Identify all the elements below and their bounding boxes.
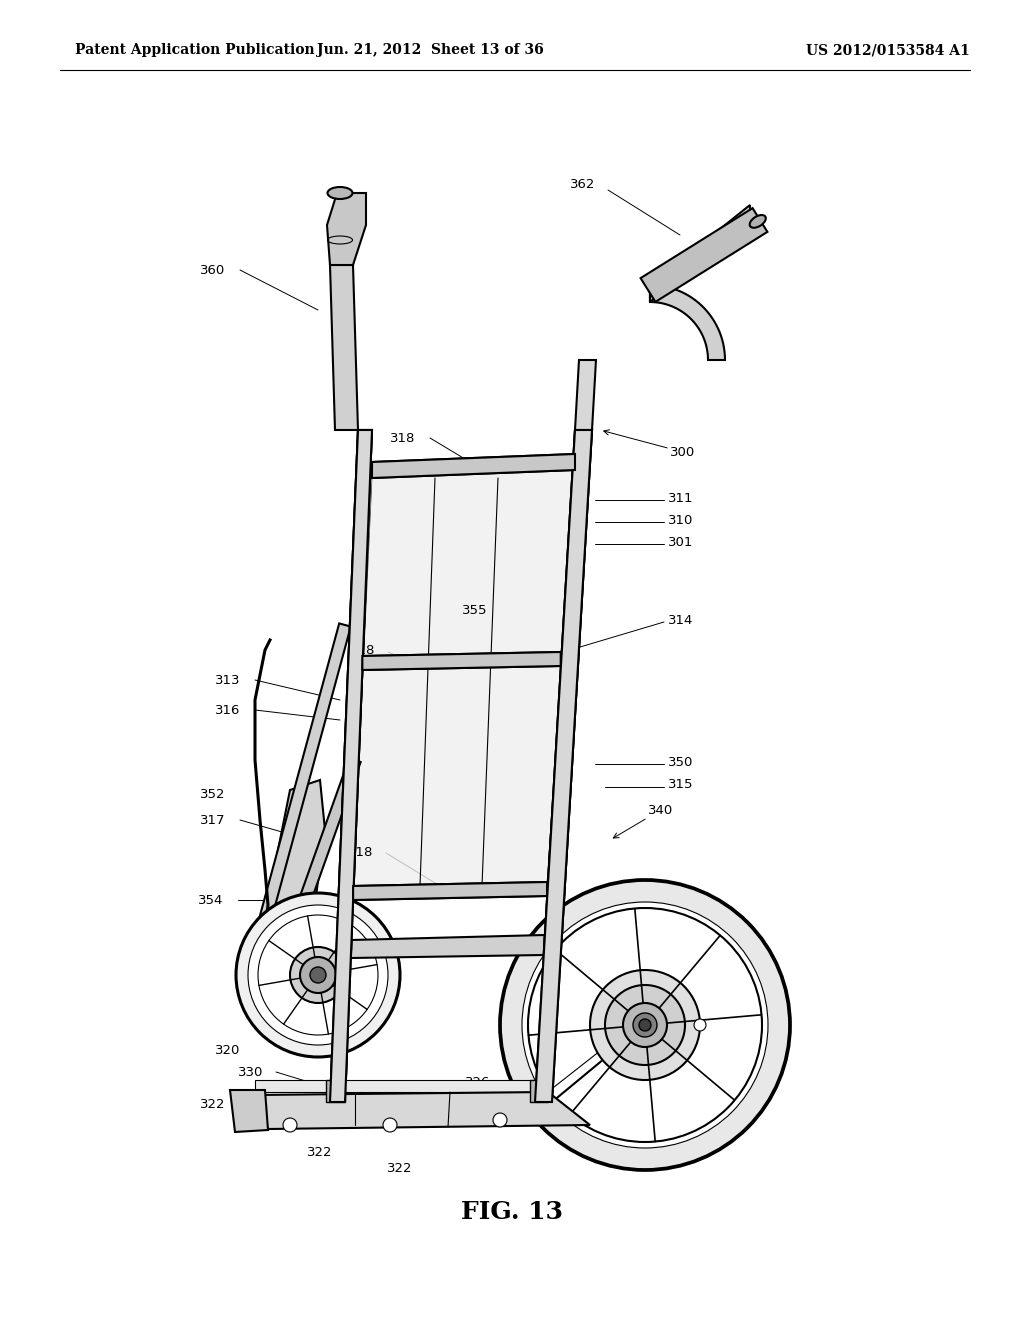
Circle shape xyxy=(258,915,378,1035)
Circle shape xyxy=(522,902,768,1148)
Polygon shape xyxy=(362,652,561,671)
Polygon shape xyxy=(535,430,592,1102)
Text: FIG. 13: FIG. 13 xyxy=(461,1200,563,1224)
Text: 317: 317 xyxy=(200,813,225,826)
Text: Patent Application Publication: Patent Application Publication xyxy=(75,44,314,57)
Circle shape xyxy=(300,957,336,993)
Polygon shape xyxy=(230,1090,268,1133)
Circle shape xyxy=(493,1113,507,1127)
Polygon shape xyxy=(330,430,372,1102)
Text: 355: 355 xyxy=(462,603,487,616)
Circle shape xyxy=(290,946,346,1003)
Text: 316: 316 xyxy=(215,704,241,717)
Text: 354: 354 xyxy=(198,894,223,907)
Circle shape xyxy=(236,894,400,1057)
Text: 352: 352 xyxy=(200,788,225,801)
Circle shape xyxy=(528,908,762,1142)
Polygon shape xyxy=(353,470,575,886)
Text: 322: 322 xyxy=(387,1162,413,1175)
Circle shape xyxy=(639,1019,651,1031)
Polygon shape xyxy=(362,652,561,671)
Polygon shape xyxy=(353,882,547,900)
Text: 311: 311 xyxy=(668,491,693,504)
Circle shape xyxy=(383,1118,397,1133)
Polygon shape xyxy=(326,1080,345,1102)
Polygon shape xyxy=(535,430,592,1102)
Polygon shape xyxy=(330,265,358,430)
Polygon shape xyxy=(372,454,575,478)
Polygon shape xyxy=(650,205,750,302)
Text: 322: 322 xyxy=(200,1097,225,1110)
Text: 320: 320 xyxy=(215,1044,241,1056)
Polygon shape xyxy=(650,285,725,360)
Polygon shape xyxy=(274,758,360,972)
Polygon shape xyxy=(351,935,545,958)
Text: Jun. 21, 2012  Sheet 13 of 36: Jun. 21, 2012 Sheet 13 of 36 xyxy=(316,44,544,57)
Polygon shape xyxy=(535,430,592,1102)
Text: 350: 350 xyxy=(668,755,693,768)
Text: 300: 300 xyxy=(604,430,695,458)
Text: 318: 318 xyxy=(348,846,374,858)
Text: 318: 318 xyxy=(350,644,376,656)
Text: 313: 313 xyxy=(215,673,241,686)
Polygon shape xyxy=(330,430,372,1102)
Ellipse shape xyxy=(750,215,766,228)
Text: 360: 360 xyxy=(200,264,225,276)
Text: 322: 322 xyxy=(307,1146,333,1159)
Polygon shape xyxy=(575,360,596,430)
Polygon shape xyxy=(353,882,547,900)
Text: 352: 352 xyxy=(660,983,685,997)
Polygon shape xyxy=(641,209,767,302)
Circle shape xyxy=(590,970,700,1080)
Text: 326: 326 xyxy=(465,1076,490,1089)
Text: 362: 362 xyxy=(570,178,595,191)
Text: US 2012/0153584 A1: US 2012/0153584 A1 xyxy=(806,44,970,57)
Text: 315: 315 xyxy=(668,779,693,792)
Circle shape xyxy=(623,1003,667,1047)
Polygon shape xyxy=(255,1080,548,1092)
Text: 318: 318 xyxy=(390,432,416,445)
Circle shape xyxy=(605,985,685,1065)
Text: 330: 330 xyxy=(238,1065,263,1078)
Circle shape xyxy=(248,906,388,1045)
Text: 310: 310 xyxy=(668,513,693,527)
Polygon shape xyxy=(327,193,366,265)
Text: 301: 301 xyxy=(668,536,693,549)
Circle shape xyxy=(633,1012,657,1038)
Text: 340: 340 xyxy=(613,804,673,838)
Polygon shape xyxy=(255,1092,590,1129)
Polygon shape xyxy=(530,1080,548,1102)
Circle shape xyxy=(500,880,790,1170)
Ellipse shape xyxy=(328,187,352,199)
Text: 341: 341 xyxy=(478,936,504,949)
Polygon shape xyxy=(330,430,372,1102)
Polygon shape xyxy=(372,454,575,478)
Polygon shape xyxy=(270,780,325,950)
Circle shape xyxy=(283,1118,297,1133)
Circle shape xyxy=(694,1019,706,1031)
Circle shape xyxy=(310,968,326,983)
Text: 314: 314 xyxy=(668,614,693,627)
Polygon shape xyxy=(259,623,351,921)
